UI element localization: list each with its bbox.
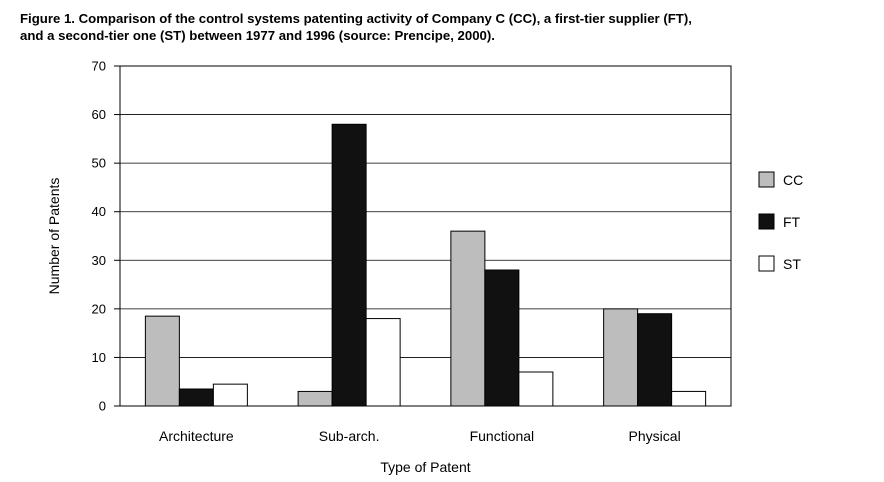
legend-swatch-st bbox=[758, 255, 775, 272]
figure-caption: Figure 1. Comparison of the control syst… bbox=[20, 10, 870, 44]
x-axis-label: Type of Patent bbox=[380, 459, 470, 475]
plot-area-frame bbox=[119, 65, 732, 407]
caption-line-2: and a second-tier one (ST) between 1977 … bbox=[20, 28, 495, 43]
x-category-label-1: Sub-arch. bbox=[319, 428, 380, 444]
bar-st-0 bbox=[212, 383, 248, 407]
legend-label-cc: CC bbox=[783, 172, 803, 188]
caption-line-1: Figure 1. Comparison of the control syst… bbox=[20, 11, 692, 26]
x-category-label-3: Physical bbox=[629, 428, 681, 444]
bar-cc-2 bbox=[450, 230, 486, 407]
y-tick-label-50: 50 bbox=[92, 156, 106, 171]
legend-label-st: ST bbox=[783, 256, 801, 272]
y-axis-label: Number of Patents bbox=[46, 178, 62, 295]
bar-cc-1 bbox=[297, 390, 333, 407]
legend: CC FT ST bbox=[758, 171, 803, 272]
y-tick-label-40: 40 bbox=[92, 204, 106, 219]
x-category-label-0: Architecture bbox=[159, 428, 234, 444]
legend-label-ft: FT bbox=[783, 214, 801, 230]
bar-st-1 bbox=[365, 318, 401, 407]
legend-swatch-ft bbox=[758, 213, 775, 230]
bar-cc-3 bbox=[603, 308, 639, 407]
bar-st-3 bbox=[671, 390, 707, 407]
y-tick-label-0: 0 bbox=[99, 399, 106, 414]
x-category-label-2: Functional bbox=[470, 428, 535, 444]
bar-st-2 bbox=[518, 371, 554, 407]
y-tick-label-10: 10 bbox=[92, 350, 106, 365]
bar-ft-2 bbox=[484, 269, 520, 407]
bar-cc-0 bbox=[144, 315, 180, 407]
y-tick-label-70: 70 bbox=[92, 59, 106, 74]
bar-ft-3 bbox=[637, 313, 673, 407]
bar-ft-1 bbox=[331, 123, 367, 407]
y-tick-label-30: 30 bbox=[92, 253, 106, 268]
y-axis-ticks: 0 10 20 30 40 50 60 70 bbox=[92, 59, 120, 414]
bars bbox=[144, 123, 707, 407]
bar-ft-0 bbox=[178, 388, 214, 407]
legend-swatch-cc bbox=[758, 171, 775, 188]
x-axis-categories: Architecture Sub-arch. Functional Physical bbox=[159, 428, 681, 444]
y-tick-label-20: 20 bbox=[92, 301, 106, 316]
y-tick-label-60: 60 bbox=[92, 107, 106, 122]
